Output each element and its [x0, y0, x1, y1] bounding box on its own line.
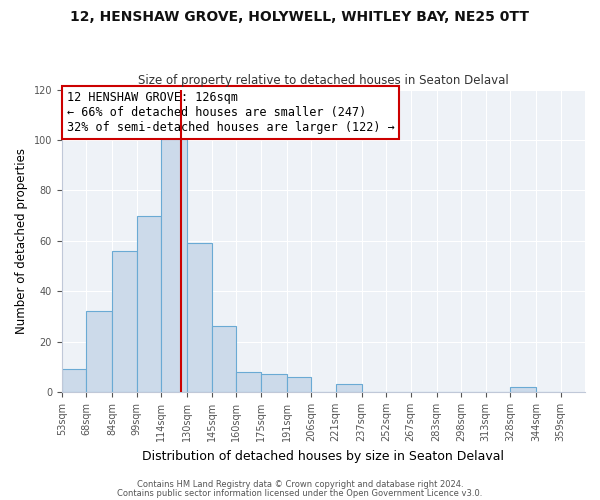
- Text: 12 HENSHAW GROVE: 126sqm
← 66% of detached houses are smaller (247)
32% of semi-: 12 HENSHAW GROVE: 126sqm ← 66% of detach…: [67, 91, 395, 134]
- X-axis label: Distribution of detached houses by size in Seaton Delaval: Distribution of detached houses by size …: [142, 450, 505, 462]
- Text: Contains public sector information licensed under the Open Government Licence v3: Contains public sector information licen…: [118, 489, 482, 498]
- Bar: [187, 244, 212, 392]
- Bar: [62, 370, 86, 392]
- Bar: [86, 312, 112, 392]
- Bar: [335, 384, 362, 392]
- Bar: [510, 387, 536, 392]
- Bar: [161, 138, 187, 392]
- Bar: [212, 326, 236, 392]
- Bar: [112, 251, 137, 392]
- Bar: [137, 216, 161, 392]
- Y-axis label: Number of detached properties: Number of detached properties: [15, 148, 28, 334]
- Bar: [287, 377, 311, 392]
- Bar: [236, 372, 260, 392]
- Bar: [260, 374, 287, 392]
- Text: Contains HM Land Registry data © Crown copyright and database right 2024.: Contains HM Land Registry data © Crown c…: [137, 480, 463, 489]
- Title: Size of property relative to detached houses in Seaton Delaval: Size of property relative to detached ho…: [138, 74, 509, 87]
- Text: 12, HENSHAW GROVE, HOLYWELL, WHITLEY BAY, NE25 0TT: 12, HENSHAW GROVE, HOLYWELL, WHITLEY BAY…: [71, 10, 530, 24]
